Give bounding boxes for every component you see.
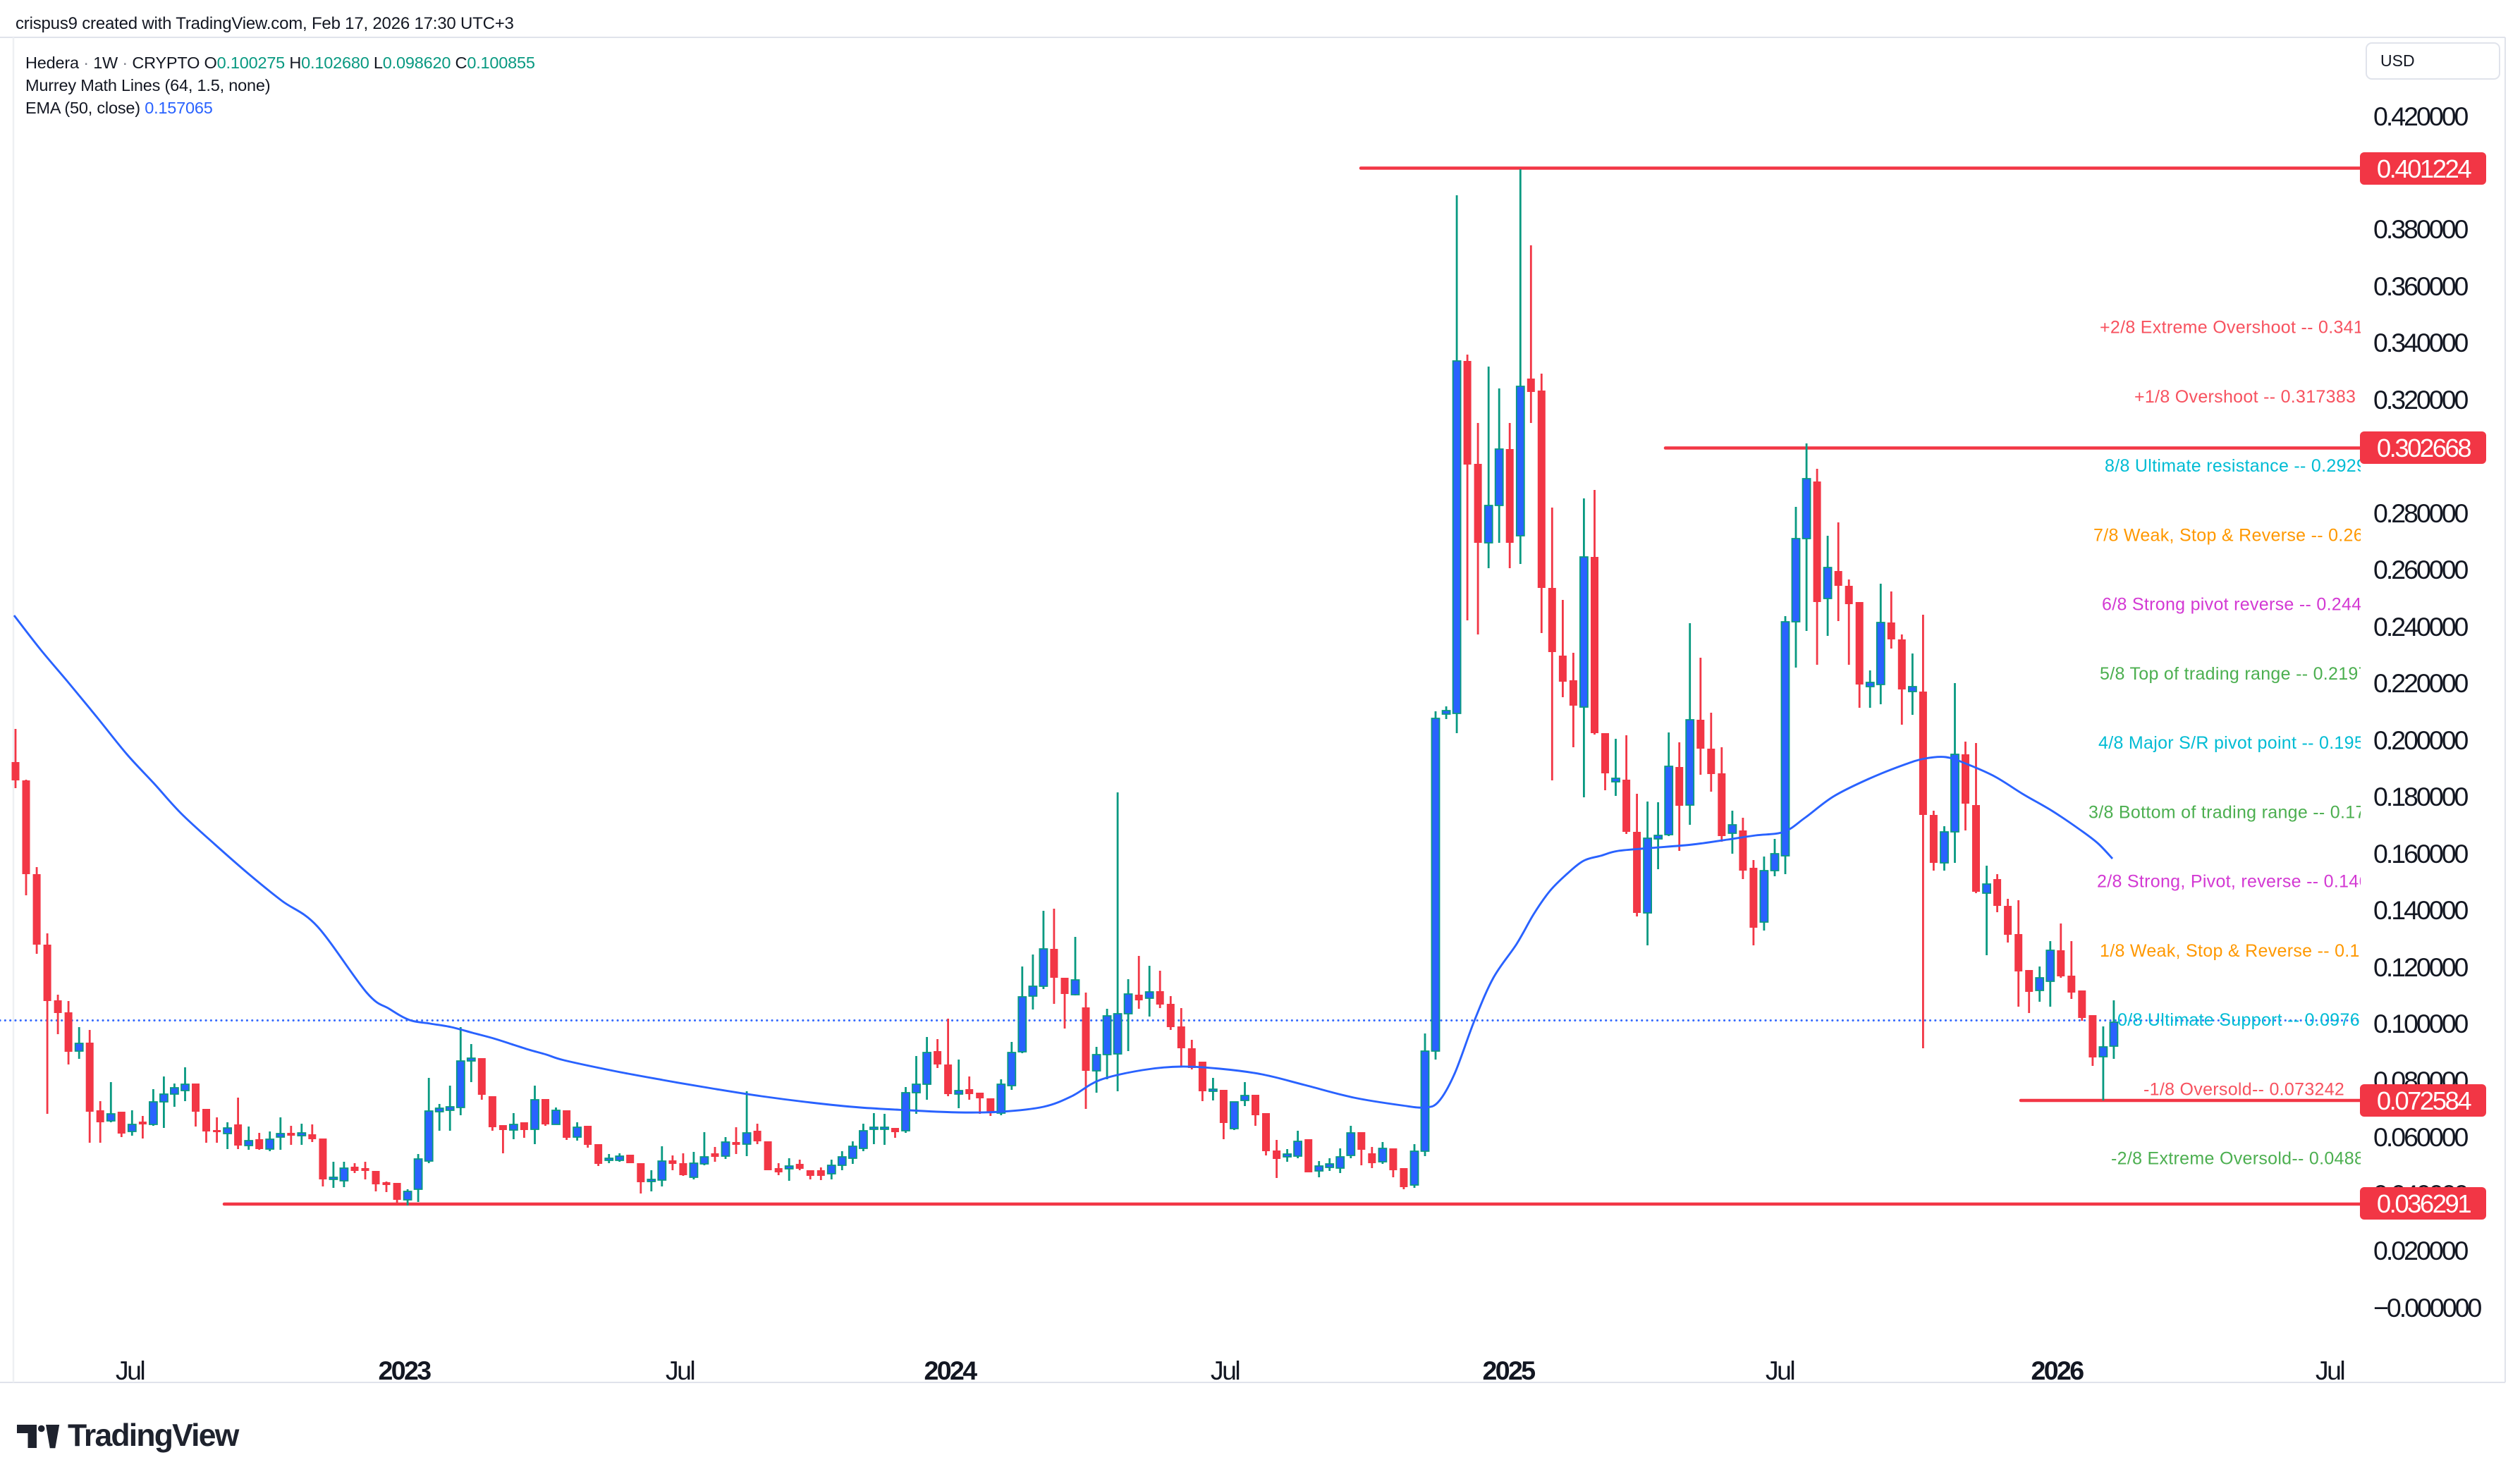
svg-text:0.160000: 0.160000: [2373, 839, 2469, 869]
svg-text:2/8 Strong, Pivot, reverse --: 2/8 Strong, Pivot, reverse -- 0.146484: [2097, 872, 2399, 892]
svg-text:0.036291: 0.036291: [2377, 1189, 2471, 1218]
svg-text:USD: USD: [2380, 51, 2415, 70]
svg-text:0.360000: 0.360000: [2373, 271, 2469, 301]
svg-text:0.280000: 0.280000: [2373, 498, 2469, 528]
svg-text:0.180000: 0.180000: [2373, 782, 2469, 811]
svg-text:Murrey Math Lines (64, 1.5, no: Murrey Math Lines (64, 1.5, none): [25, 76, 270, 94]
svg-text:2023: 2023: [378, 1356, 431, 1385]
svg-text:4/8 Major S/R pivot point --: 4/8 Major S/R pivot point -- 0.195313: [2098, 733, 2394, 753]
svg-text:2026: 2026: [2031, 1356, 2084, 1385]
svg-text:0.200000: 0.200000: [2373, 725, 2469, 755]
svg-text:0.240000: 0.240000: [2373, 612, 2469, 642]
svg-text:Hedera · 1W · CRYPTO O0.10027: Hedera · 1W · CRYPTO O0.100275 H0.102680…: [25, 54, 535, 72]
svg-text:Jul: Jul: [666, 1356, 694, 1385]
svg-text:Jul: Jul: [1766, 1356, 1794, 1385]
svg-text:0.220000: 0.220000: [2373, 668, 2469, 698]
svg-text:0/8 Ultimate Support -- 0.097: 0/8 Ultimate Support -- 0.097656: [2117, 1010, 2380, 1030]
svg-text:Jul: Jul: [1211, 1356, 1239, 1385]
svg-text:0.340000: 0.340000: [2373, 328, 2469, 357]
svg-text:crispus9 created with TradingV: crispus9 created with TradingView.com, F…: [16, 14, 514, 33]
svg-text:0.260000: 0.260000: [2373, 555, 2469, 584]
svg-text:3/8 Bottom of trading range --: 3/8 Bottom of trading range -- 0.170898: [2088, 802, 2405, 822]
svg-text:5/8 Top of trading range -- 0: 5/8 Top of trading range -- 0.219727: [2100, 664, 2388, 684]
svg-text:0.072584: 0.072584: [2377, 1086, 2471, 1115]
svg-text:Jul: Jul: [116, 1356, 144, 1385]
svg-text:0.140000: 0.140000: [2373, 895, 2469, 925]
svg-text:TradingView: TradingView: [68, 1418, 240, 1453]
svg-text:0.320000: 0.320000: [2373, 385, 2469, 415]
svg-text:1/8 Weak, Stop & Reverse -- 0: 1/8 Weak, Stop & Reverse -- 0.122070: [2100, 941, 2410, 961]
svg-text:7/8 Weak, Stop & Reverse -- 0: 7/8 Weak, Stop & Reverse -- 0.268555: [2093, 525, 2404, 545]
svg-text:0.302668: 0.302668: [2377, 434, 2471, 462]
svg-text:0.020000: 0.020000: [2373, 1236, 2469, 1265]
svg-text:2024: 2024: [924, 1356, 977, 1385]
svg-text:2025: 2025: [1482, 1356, 1535, 1385]
svg-text:+2/8 Extreme Overshoot -- 0.3: +2/8 Extreme Overshoot -- 0.341797: [2100, 318, 2394, 338]
svg-text:0.060000: 0.060000: [2373, 1122, 2469, 1152]
svg-text:EMA (50, close) 0.157065: EMA (50, close) 0.157065: [25, 99, 213, 117]
svg-text:+1/8 Overshoot -- 0.317383: +1/8 Overshoot -- 0.317383: [2134, 387, 2356, 407]
svg-text:0.401224: 0.401224: [2377, 154, 2471, 183]
svg-text:0.120000: 0.120000: [2373, 952, 2469, 982]
svg-text:0.420000: 0.420000: [2373, 102, 2469, 131]
svg-text:0.380000: 0.380000: [2373, 214, 2469, 244]
svg-text:−0.000000: −0.000000: [2373, 1293, 2481, 1322]
svg-text:8/8 Ultimate resistance -- 0.: 8/8 Ultimate resistance -- 0.292969: [2105, 456, 2387, 476]
svg-text:-1/8 Oversold-- 0.073242: -1/8 Oversold-- 0.073242: [2143, 1079, 2344, 1099]
svg-text:-2/8 Extreme Oversold-- 0.048: -2/8 Extreme Oversold-- 0.048828: [2111, 1149, 2385, 1169]
svg-text:Jul: Jul: [2316, 1356, 2344, 1385]
svg-text:0.100000: 0.100000: [2373, 1009, 2469, 1038]
svg-text:6/8 Strong pivot reverse -- 0: 6/8 Strong pivot reverse -- 0.244141: [2102, 595, 2392, 615]
